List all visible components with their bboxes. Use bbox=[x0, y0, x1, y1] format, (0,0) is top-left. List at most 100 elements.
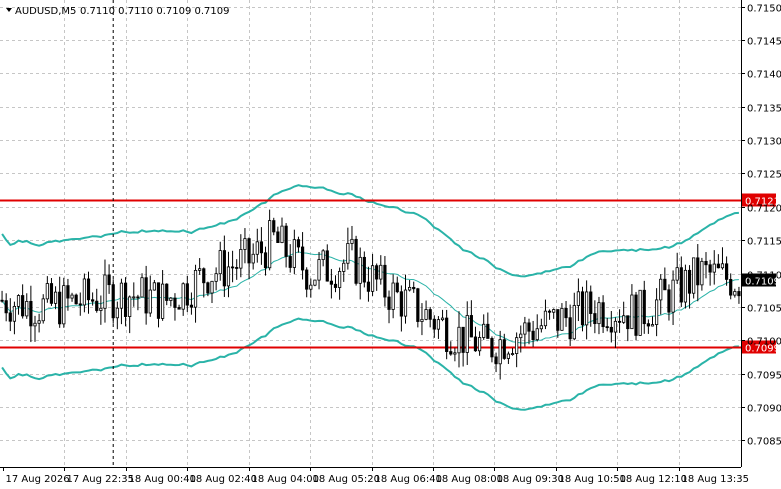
price-tick-label: 0.7125 bbox=[747, 170, 781, 181]
candle-body bbox=[646, 323, 650, 327]
candle-body bbox=[622, 315, 626, 323]
candle-body bbox=[91, 299, 95, 302]
candle bbox=[556, 309, 560, 338]
candle-body bbox=[650, 324, 655, 327]
candle-body bbox=[366, 281, 371, 292]
candle bbox=[379, 255, 383, 285]
candle-body bbox=[169, 297, 173, 301]
candle-body bbox=[198, 268, 202, 271]
candle-body bbox=[115, 307, 119, 319]
candle bbox=[453, 347, 457, 362]
candle bbox=[193, 264, 198, 323]
candle bbox=[156, 282, 161, 328]
candle bbox=[276, 226, 280, 243]
candle-body bbox=[321, 250, 325, 260]
candle bbox=[342, 259, 346, 282]
candle bbox=[675, 252, 679, 284]
candle bbox=[309, 278, 313, 298]
candle bbox=[659, 274, 663, 315]
candle-body bbox=[300, 246, 305, 271]
candle-body bbox=[531, 330, 535, 341]
candle bbox=[383, 256, 387, 307]
candle bbox=[399, 285, 403, 332]
candle-body bbox=[547, 310, 552, 313]
candle-body bbox=[617, 320, 622, 323]
candle-body bbox=[230, 266, 235, 269]
price-tick-label: 0.7090 bbox=[747, 404, 781, 415]
candlesticks bbox=[0, 209, 741, 380]
triangle-down-icon[interactable] bbox=[6, 8, 12, 12]
candle-body bbox=[37, 320, 41, 324]
candle-body bbox=[45, 283, 49, 300]
candle bbox=[687, 265, 692, 309]
candle bbox=[313, 279, 317, 287]
candle bbox=[490, 336, 494, 363]
candle-body bbox=[375, 265, 379, 280]
candle-body bbox=[119, 282, 124, 309]
candle bbox=[473, 326, 478, 352]
candle bbox=[284, 223, 288, 268]
candle-body bbox=[634, 294, 638, 336]
candle bbox=[0, 290, 4, 303]
candle-body bbox=[107, 274, 111, 286]
candle-body bbox=[436, 319, 441, 330]
candle bbox=[387, 290, 391, 324]
candle-body bbox=[49, 283, 54, 304]
candle bbox=[144, 265, 148, 325]
candle bbox=[729, 273, 733, 300]
candle-body bbox=[395, 282, 399, 293]
candle bbox=[362, 251, 366, 288]
candle bbox=[519, 325, 523, 353]
candle bbox=[461, 326, 465, 367]
candle bbox=[416, 287, 420, 328]
candle-body bbox=[8, 312, 12, 322]
candle bbox=[663, 267, 667, 291]
candle-body bbox=[687, 269, 692, 294]
candle bbox=[572, 292, 576, 341]
candle-body bbox=[733, 291, 737, 296]
candle-body bbox=[338, 271, 342, 288]
candle-body bbox=[161, 283, 165, 319]
candle-body bbox=[420, 318, 424, 322]
candle bbox=[696, 244, 700, 302]
candle-body bbox=[490, 338, 494, 358]
candle bbox=[601, 295, 605, 333]
candle-body bbox=[132, 296, 136, 299]
candle-body bbox=[655, 299, 659, 325]
candle bbox=[716, 254, 720, 269]
candle bbox=[338, 267, 342, 300]
candle bbox=[638, 289, 642, 336]
candle bbox=[482, 314, 486, 340]
candle-body bbox=[12, 305, 17, 322]
candle-body bbox=[296, 239, 301, 248]
candle-body bbox=[564, 307, 568, 319]
candle-body bbox=[494, 356, 498, 365]
candle-body bbox=[350, 238, 354, 244]
candle-body bbox=[103, 274, 107, 309]
candle-body bbox=[317, 259, 321, 281]
candle bbox=[181, 282, 185, 316]
candle-body bbox=[78, 303, 82, 306]
candle-body bbox=[552, 309, 556, 313]
candle-body bbox=[214, 273, 218, 282]
candle-body bbox=[626, 315, 630, 330]
candle-body bbox=[593, 313, 597, 325]
candle bbox=[449, 341, 453, 356]
candle-body bbox=[329, 280, 333, 285]
candle bbox=[132, 282, 136, 307]
candle bbox=[535, 314, 539, 342]
candle bbox=[58, 276, 62, 328]
time-tick-label: 18 Aug 13:35 bbox=[682, 474, 749, 485]
level-price-tag bbox=[742, 340, 776, 354]
candle bbox=[78, 292, 82, 316]
candle-body bbox=[535, 328, 539, 341]
candle-body bbox=[284, 225, 288, 257]
candle-body bbox=[358, 256, 362, 284]
candle bbox=[597, 296, 601, 335]
candle bbox=[82, 273, 86, 313]
candle-body bbox=[597, 302, 601, 325]
candle bbox=[263, 246, 268, 276]
